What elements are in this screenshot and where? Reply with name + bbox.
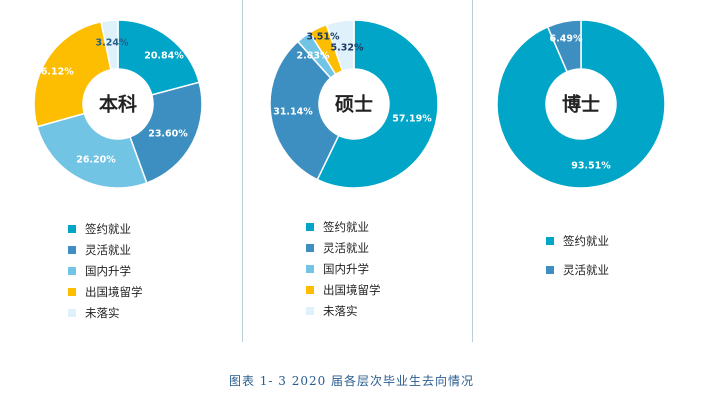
chart-title-3: 博士 — [562, 93, 600, 116]
legend-swatch — [306, 243, 314, 252]
legend-swatch — [546, 265, 554, 274]
slice-1-1 — [117, 19, 201, 96]
legend-item: 签约就业 — [68, 218, 143, 239]
legend-label: 出国境留学 — [323, 282, 381, 297]
divider-right — [472, 0, 473, 342]
data-label-3-1: 93.51% — [571, 161, 611, 172]
slice-1-3 — [36, 112, 148, 189]
data-label-1-3: 26.20% — [76, 155, 116, 166]
legend-swatch — [68, 308, 76, 317]
legend-label: 未落实 — [323, 303, 358, 318]
legend-label: 出国境留学 — [85, 284, 143, 299]
figure-caption: 图表 1- 3 2020 届各层次毕业生去向情况 — [228, 374, 475, 388]
chart-title-2: 硕士 — [335, 94, 373, 116]
legend-label: 灵活就业 — [323, 240, 369, 255]
legend-3: 签约就业 灵活就业 — [546, 230, 609, 280]
legend-swatch — [306, 222, 314, 231]
data-label-1-1: 20.84% — [144, 51, 184, 62]
legend-label: 灵活就业 — [563, 262, 609, 277]
data-label-2-1: 57.19% — [392, 114, 432, 125]
legend-label: 国内升学 — [85, 263, 131, 278]
slice-1-5 — [100, 19, 119, 71]
slice-2-5 — [325, 19, 355, 72]
legend-item: 出国境留学 — [68, 281, 143, 302]
legend-swatch — [68, 287, 76, 296]
legend-item: 出国境留学 — [306, 279, 381, 300]
legend-item: 未落实 — [306, 300, 381, 321]
legend-swatch — [68, 245, 76, 254]
data-label-2-2: 31.14% — [273, 107, 313, 118]
legend-item: 国内升学 — [306, 258, 381, 279]
donut-3: 93.51% 6.49% 博士 — [496, 19, 666, 189]
legend-2: 签约就业灵活就业国内升学出国境留学未落实 — [306, 216, 381, 321]
slice-1-2 — [129, 81, 203, 184]
slice-1-4 — [33, 20, 112, 128]
legend-swatch — [68, 266, 76, 275]
chart-title-1: 本科 — [99, 93, 137, 116]
legend-item: 国内升学 — [68, 260, 143, 281]
data-label-2-5: 5.32% — [331, 43, 364, 54]
data-label-1-5: 3.24% — [96, 38, 129, 49]
donut-1: 20.84% 23.60% 26.20% 26.12% 3.24% 本科 — [33, 19, 203, 189]
legend-label: 签约就业 — [563, 233, 609, 248]
legend-label: 签约就业 — [323, 219, 369, 234]
donut-charts: 20.84% 23.60% 26.20% 26.12% 3.24% 本科 57.19% 31.… — [33, 19, 666, 189]
legend-item: 灵活就业 — [306, 237, 381, 258]
legend-label: 国内升学 — [323, 261, 369, 276]
slice-3-2 — [546, 19, 582, 73]
legend-1: 签约就业灵活就业国内升学出国境留学未落实 — [68, 218, 143, 323]
legend-item: 签约就业 — [546, 230, 609, 251]
legend-item: 签约就业 — [306, 216, 381, 237]
divider-left — [242, 0, 243, 342]
legend-item: 未落实 — [68, 302, 143, 323]
legend-label: 签约就业 — [85, 221, 131, 236]
legend-item: 灵活就业 — [546, 259, 609, 280]
legend-label: 未落实 — [85, 305, 120, 320]
slice-3-1 — [496, 19, 666, 189]
data-label-2-3: 2.83% — [297, 51, 330, 62]
data-label-1-2: 23.60% — [148, 129, 188, 140]
donut-2: 57.19% 31.14% 2.83% 3.51%5.32% 硕士 — [269, 19, 439, 189]
slice-2-2 — [269, 40, 340, 181]
data-label-1-4: 26.12% — [34, 67, 74, 78]
legend-swatch — [68, 224, 76, 233]
legend-label: 灵活就业 — [85, 242, 131, 257]
data-label-2-4: 3.51% — [307, 32, 340, 43]
legend-item: 灵活就业 — [68, 239, 143, 260]
legend-swatch — [306, 264, 314, 273]
legend-swatch — [306, 285, 314, 294]
legend-swatch — [306, 306, 314, 315]
data-label-3-2: 6.49% — [550, 34, 583, 45]
slice-2-1 — [316, 19, 439, 189]
legend-swatch — [546, 236, 554, 245]
